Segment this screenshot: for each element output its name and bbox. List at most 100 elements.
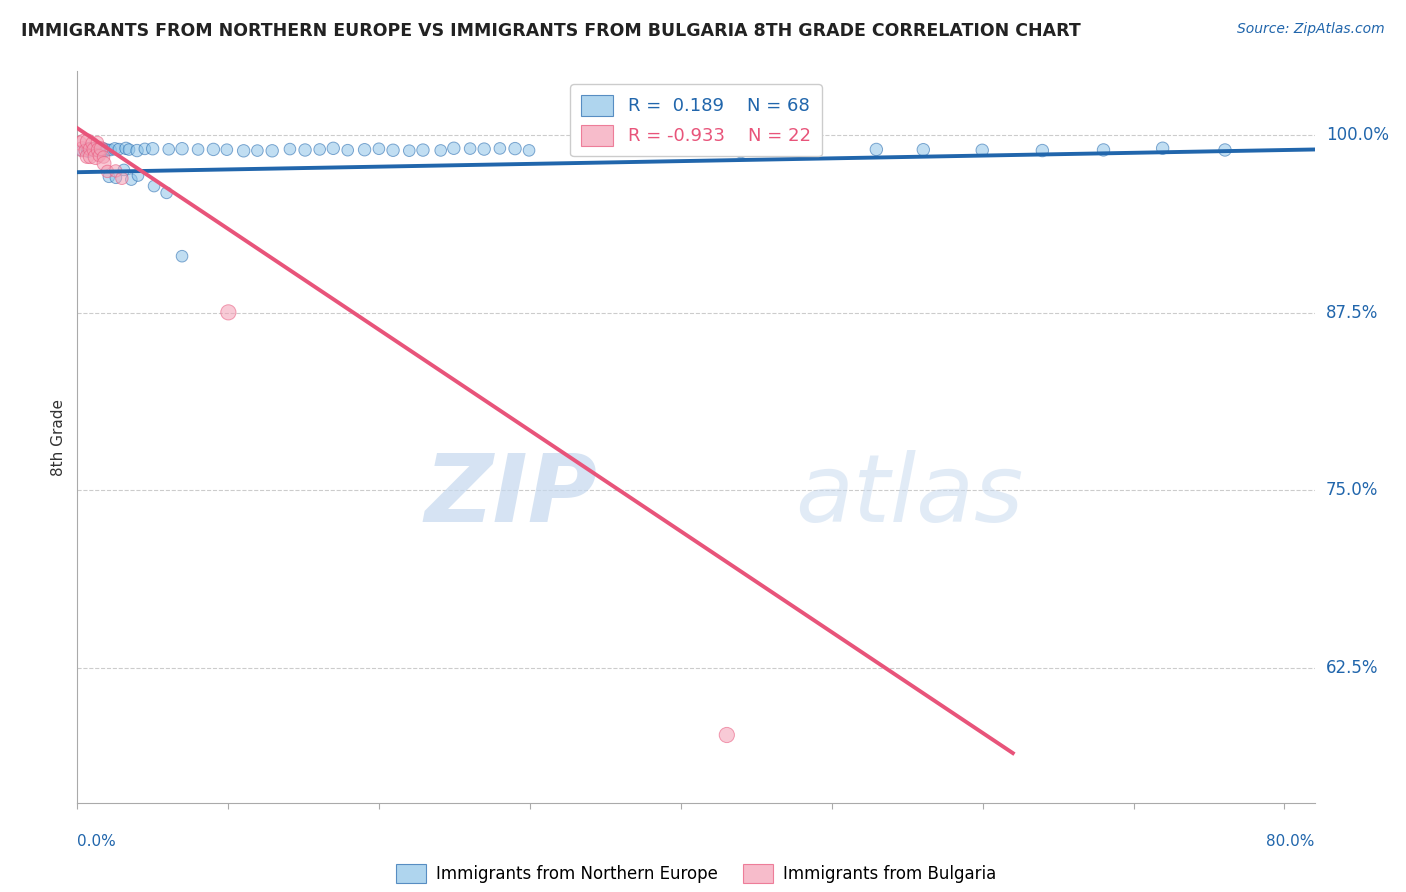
Point bbox=[84, 142, 107, 156]
Point bbox=[91, 142, 114, 156]
Point bbox=[91, 141, 114, 155]
Point bbox=[76, 142, 98, 156]
Point bbox=[127, 169, 149, 183]
Point bbox=[90, 144, 112, 158]
Point bbox=[120, 172, 142, 186]
Point bbox=[118, 143, 141, 157]
Point bbox=[94, 144, 117, 158]
Point bbox=[170, 142, 193, 156]
Text: atlas: atlas bbox=[794, 450, 1024, 541]
Point bbox=[232, 144, 254, 158]
Point bbox=[93, 143, 115, 157]
Point bbox=[730, 144, 752, 158]
Point bbox=[382, 143, 405, 157]
Point bbox=[336, 143, 359, 157]
Point bbox=[125, 144, 148, 158]
Point bbox=[84, 150, 107, 164]
Point bbox=[322, 141, 344, 155]
Point bbox=[80, 142, 103, 156]
Point bbox=[86, 143, 108, 157]
Point bbox=[716, 728, 738, 742]
Point bbox=[912, 143, 935, 157]
Point bbox=[77, 144, 100, 158]
Point bbox=[79, 142, 101, 156]
Point bbox=[215, 143, 238, 157]
Point bbox=[353, 143, 375, 157]
Point bbox=[157, 142, 180, 156]
Point bbox=[76, 149, 98, 163]
Point bbox=[398, 144, 420, 158]
Text: 75.0%: 75.0% bbox=[1326, 482, 1378, 500]
Point bbox=[503, 142, 526, 156]
Point bbox=[308, 143, 330, 157]
Point bbox=[458, 142, 481, 156]
Point bbox=[75, 144, 97, 158]
Point bbox=[84, 142, 107, 156]
Text: Source: ZipAtlas.com: Source: ZipAtlas.com bbox=[1237, 22, 1385, 37]
Point bbox=[638, 142, 661, 156]
Point bbox=[142, 142, 165, 156]
Point bbox=[170, 249, 193, 263]
Point bbox=[472, 142, 495, 156]
Point bbox=[972, 143, 994, 157]
Point bbox=[202, 143, 225, 157]
Point bbox=[699, 141, 721, 155]
Point bbox=[143, 179, 166, 194]
Point bbox=[104, 164, 127, 178]
Point bbox=[429, 144, 451, 158]
Point bbox=[1092, 143, 1115, 157]
Point bbox=[97, 169, 120, 184]
Point bbox=[72, 134, 94, 148]
Point bbox=[108, 142, 131, 156]
Point bbox=[278, 142, 301, 156]
Point bbox=[517, 144, 540, 158]
Text: IMMIGRANTS FROM NORTHERN EUROPE VS IMMIGRANTS FROM BULGARIA 8TH GRADE CORRELATIO: IMMIGRANTS FROM NORTHERN EUROPE VS IMMIG… bbox=[21, 22, 1081, 40]
Point bbox=[104, 170, 127, 185]
Point bbox=[294, 143, 316, 157]
Text: 100.0%: 100.0% bbox=[1326, 127, 1389, 145]
Point bbox=[246, 144, 269, 158]
Point bbox=[112, 162, 135, 177]
Text: 80.0%: 80.0% bbox=[1267, 834, 1315, 849]
Point bbox=[93, 156, 115, 170]
Point bbox=[69, 136, 91, 150]
Point bbox=[1213, 143, 1236, 157]
Point bbox=[134, 142, 156, 156]
Point bbox=[1152, 141, 1174, 155]
Point bbox=[1031, 144, 1053, 158]
Point bbox=[187, 143, 209, 157]
Point bbox=[72, 142, 94, 156]
Point bbox=[865, 143, 887, 157]
Point bbox=[70, 144, 93, 158]
Point bbox=[89, 148, 111, 162]
Point bbox=[100, 143, 122, 157]
Point bbox=[90, 142, 112, 156]
Point bbox=[489, 141, 512, 155]
Point bbox=[79, 150, 101, 164]
Point bbox=[75, 141, 97, 155]
Point bbox=[80, 136, 103, 151]
Point bbox=[77, 144, 100, 158]
Text: 62.5%: 62.5% bbox=[1326, 659, 1378, 677]
Point bbox=[77, 135, 100, 149]
Point bbox=[104, 142, 127, 156]
Text: 87.5%: 87.5% bbox=[1326, 304, 1378, 322]
Point bbox=[111, 171, 134, 186]
Point bbox=[96, 164, 118, 178]
Point bbox=[443, 141, 465, 155]
Point bbox=[217, 305, 239, 319]
Point bbox=[412, 143, 434, 157]
Y-axis label: 8th Grade: 8th Grade bbox=[51, 399, 66, 475]
Point bbox=[79, 142, 101, 156]
Text: 0.0%: 0.0% bbox=[77, 834, 117, 849]
Point bbox=[96, 143, 118, 157]
Point bbox=[368, 142, 391, 156]
Point bbox=[156, 186, 179, 200]
Text: ZIP: ZIP bbox=[425, 450, 598, 541]
Legend: Immigrants from Northern Europe, Immigrants from Bulgaria: Immigrants from Northern Europe, Immigra… bbox=[389, 857, 1002, 889]
Point bbox=[87, 143, 110, 157]
Point bbox=[93, 150, 115, 164]
Point bbox=[86, 136, 108, 150]
Point bbox=[115, 141, 138, 155]
Point bbox=[83, 143, 105, 157]
